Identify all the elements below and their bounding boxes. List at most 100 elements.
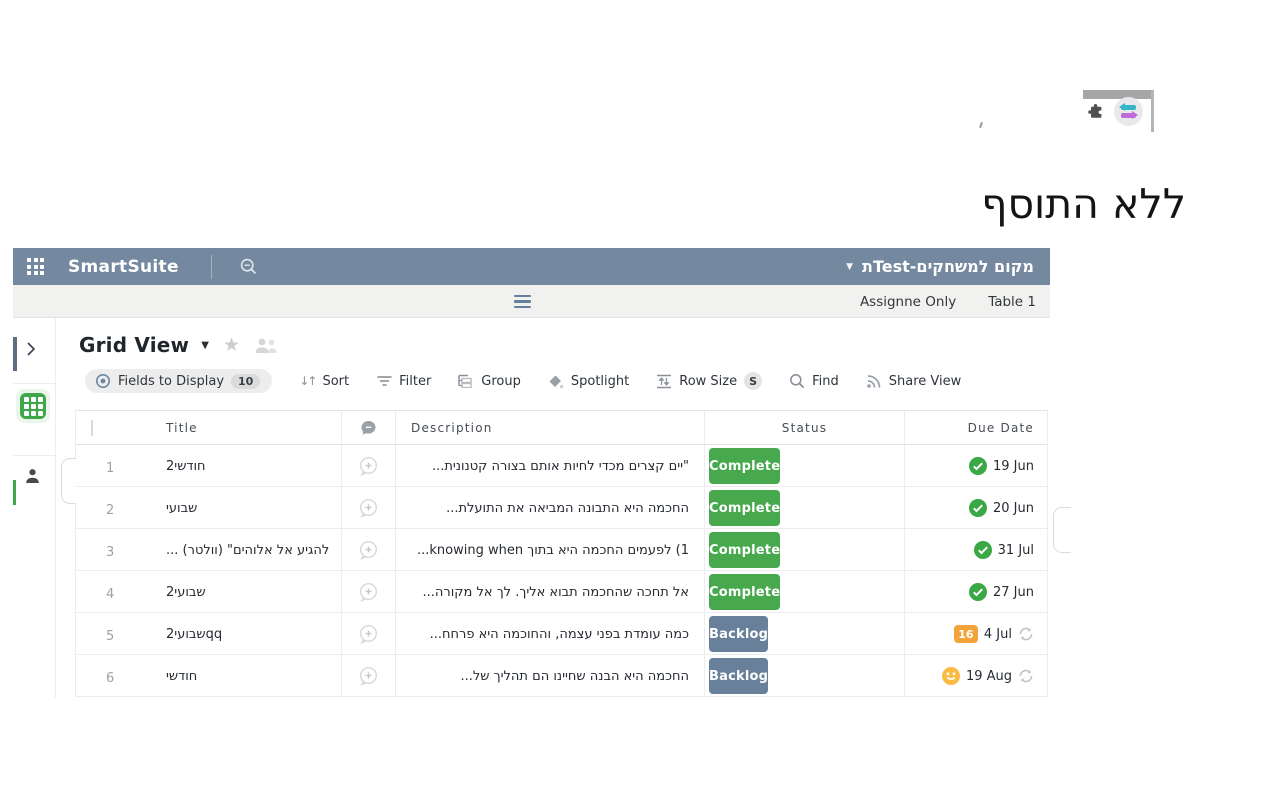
left-edge-flap[interactable] <box>61 458 76 504</box>
sort-button[interactable]: ↓↑ Sort <box>299 374 349 389</box>
table-row: 6 חודשי החכמה היא הבנה שחיינו הם תהליך ש… <box>76 655 1047 697</box>
app-launcher-grid-icon[interactable] <box>27 258 44 275</box>
row-size-value-badge: S <box>744 372 763 390</box>
due-date-cell[interactable]: 16 4 Jul <box>904 613 1049 655</box>
group-button[interactable]: Group <box>458 373 521 389</box>
status-badge[interactable]: Complete <box>709 448 781 484</box>
check-circle-icon <box>969 583 987 601</box>
right-edge-flap[interactable] <box>1053 507 1071 553</box>
header-divider <box>210 254 212 279</box>
solution-subbar: Assignne Only Table 1 <box>13 285 1050 318</box>
due-date-value: 31 Jul <box>997 542 1034 558</box>
page-caption: ללא התוסף <box>981 180 1186 228</box>
spotlight-highlight-icon <box>548 373 564 389</box>
status-badge[interactable]: Backlog <box>709 616 769 652</box>
add-comment-icon[interactable] <box>358 666 379 686</box>
fields-count-badge: 10 <box>231 373 261 389</box>
stray-mark <box>979 121 983 129</box>
fields-to-display-button[interactable]: Fields to Display 10 <box>85 369 273 393</box>
due-date-value: 19 Aug <box>965 668 1012 684</box>
group-icon <box>458 373 474 389</box>
view-header: Grid View ▼ ★ <box>79 330 278 360</box>
toolbar-edge <box>1083 90 1151 99</box>
sidebar-expand-chevron-icon[interactable] <box>24 340 38 358</box>
column-header-status[interactable]: Status <box>704 411 904 444</box>
share-view-button[interactable]: Share View <box>866 373 961 389</box>
add-comment-icon[interactable] <box>358 456 379 476</box>
search-icon[interactable] <box>240 258 257 275</box>
status-badge[interactable]: Complete <box>709 532 781 568</box>
add-comment-icon[interactable] <box>358 498 379 518</box>
toolbar-border <box>1151 90 1154 132</box>
member-person-icon[interactable] <box>25 468 40 484</box>
header-checkbox-cell <box>76 419 141 436</box>
row-size-button[interactable]: Row Size S <box>656 372 763 390</box>
sync-recurring-icon <box>1019 627 1033 641</box>
grid-table: Title Description Status Due Date 1 חודש… <box>75 410 1048 697</box>
filter-button[interactable]: Filter <box>376 373 431 389</box>
description-cell: 1) לפעמים החכמה היא בתוך knowing when... <box>395 529 704 571</box>
collaborators-icon[interactable] <box>254 337 278 354</box>
purple-right-arrow-icon <box>1121 111 1138 119</box>
description-cell: כמה עומדת בפני עצמה, והחוכמה היא פרחח... <box>395 613 704 655</box>
table-row: 2 שבועי החכמה היא התבונה המביאה את התועל… <box>76 487 1047 529</box>
due-date-cell[interactable]: 27 Jun <box>904 571 1049 613</box>
status-badge[interactable]: Backlog <box>709 658 769 694</box>
hamburger-menu-icon[interactable] <box>514 295 531 309</box>
row-number: 1 <box>106 460 115 476</box>
column-header-description[interactable]: Description <box>395 411 704 444</box>
due-date-value: 4 Jul <box>983 626 1012 642</box>
puzzle-extensions-icon[interactable] <box>1088 103 1105 120</box>
favorite-star-icon[interactable]: ★ <box>222 333 240 356</box>
due-date-cell[interactable]: 19 Aug <box>904 655 1049 697</box>
find-magnifier-icon <box>789 373 805 389</box>
row-number: 6 <box>106 670 115 686</box>
workspace-title[interactable]: מקום למשחקים-Testת ▼ <box>846 248 1034 285</box>
add-comment-icon[interactable] <box>358 624 379 644</box>
sidebar-table-view-icon[interactable] <box>20 393 46 419</box>
status-badge[interactable]: Complete <box>709 490 781 526</box>
title-cell: להגיע אל אלוהים" (וולטר) ... <box>166 542 330 558</box>
view-toolbar: Fields to Display 10 ↓↑ Sort Filter Grou… <box>85 367 961 395</box>
add-comment-icon[interactable] <box>358 582 379 602</box>
filter-lines-icon <box>376 373 392 389</box>
eye-visibility-icon <box>95 373 111 389</box>
teal-left-arrow-icon <box>1119 103 1136 111</box>
table-row: 1 חודשי2 "יים קצרים מכדי לחיות אותם בצור… <box>76 445 1047 487</box>
due-date-cell[interactable]: 19 Jun <box>904 445 1049 487</box>
table-header-row: Title Description Status Due Date <box>76 411 1047 445</box>
check-circle-icon <box>969 499 987 517</box>
title-cell: חודשי2 <box>166 458 206 474</box>
table-tabs: Assignne Only Table 1 <box>860 285 1036 318</box>
status-badge[interactable]: Complete <box>709 574 781 610</box>
due-count-badge: 16 <box>953 625 978 643</box>
spotlight-button[interactable]: Spotlight <box>548 373 629 389</box>
row-number: 3 <box>106 544 115 560</box>
group-label: Group <box>481 373 521 389</box>
due-date-cell[interactable]: 31 Jul <box>904 529 1049 571</box>
view-title[interactable]: Grid View <box>79 333 190 357</box>
filter-label: Filter <box>399 373 432 389</box>
view-caret-icon[interactable]: ▼ <box>201 339 209 351</box>
description-cell: אל תחכה שהחכמה תבוא אליך. לך אל מקורה... <box>395 571 704 613</box>
column-header-due-date[interactable]: Due Date <box>904 411 1049 444</box>
translate-extension-button[interactable] <box>1114 97 1143 126</box>
brand-logo: SmartSuite <box>68 256 179 277</box>
add-comment-icon[interactable] <box>358 540 379 560</box>
column-header-title[interactable]: Title <box>166 420 198 435</box>
due-date-cell[interactable]: 20 Jun <box>904 487 1049 529</box>
tab-assignne-only[interactable]: Assignne Only <box>859 293 957 310</box>
comment-bubble-icon <box>361 420 376 435</box>
table-row: 4 שבועי2 אל תחכה שהחכמה תבוא אליך. לך אל… <box>76 571 1047 613</box>
select-all-checkbox[interactable] <box>91 419 93 436</box>
sidebar-divider <box>13 455 55 456</box>
find-button[interactable]: Find <box>789 373 839 389</box>
find-label: Find <box>812 373 839 389</box>
tab-table-1[interactable]: Table 1 <box>988 293 1036 310</box>
title-cell: שבועי2 <box>166 584 206 600</box>
check-circle-icon <box>973 541 992 559</box>
column-header-comments[interactable] <box>341 411 395 444</box>
check-circle-icon <box>969 457 987 475</box>
sync-recurring-icon <box>1019 669 1033 683</box>
